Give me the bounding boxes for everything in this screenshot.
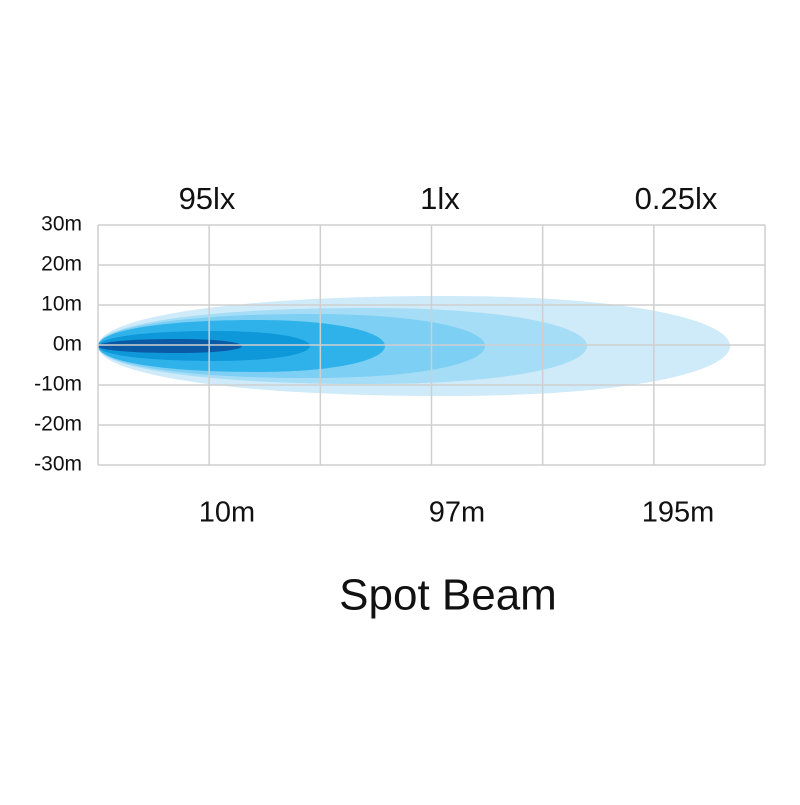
distance-label: 97m	[429, 497, 485, 529]
distance-label: 195m	[642, 497, 715, 529]
y-axis-label: 20m	[41, 253, 82, 276]
y-axis-label: 30m	[41, 213, 82, 236]
labels: 30m 20m 10m 0m -10m -20m -30m 95lx 1lx 0.25lx 10m 9…	[34, 181, 718, 528]
distance-label: 10m	[199, 497, 255, 529]
beam-zone	[98, 339, 242, 353]
lux-label: 95lx	[179, 181, 236, 216]
grid	[97, 224, 766, 466]
y-axis-label: 10m	[41, 293, 82, 316]
y-axis-label: -30m	[34, 453, 82, 476]
y-axis-label: 0m	[53, 333, 82, 356]
beam-pattern	[98, 296, 730, 396]
title: Spot Beam	[339, 571, 557, 620]
y-axis-label: -20m	[34, 413, 82, 436]
lux-label: 1lx	[420, 181, 460, 216]
lux-label: 0.25lx	[635, 181, 718, 216]
y-axis-label: -10m	[34, 373, 82, 396]
